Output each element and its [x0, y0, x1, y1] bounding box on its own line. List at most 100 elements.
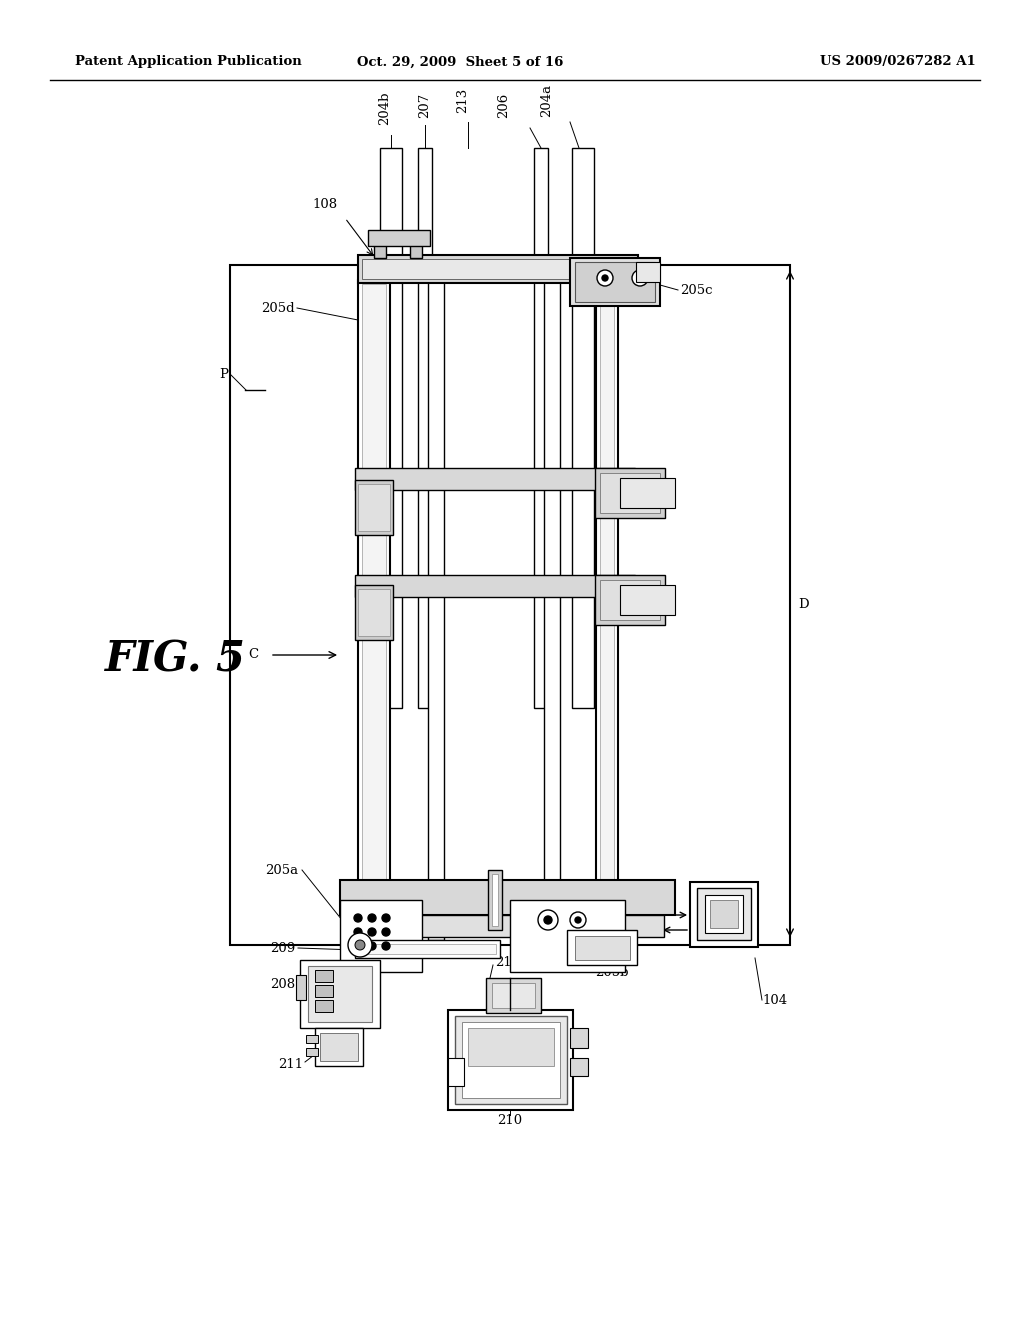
Bar — [534, 148, 548, 708]
Bar — [355, 469, 635, 490]
Text: E: E — [638, 906, 648, 919]
Bar — [340, 880, 675, 915]
Bar — [449, 1010, 573, 1110]
Bar — [600, 579, 660, 620]
Bar — [544, 280, 560, 940]
Bar — [380, 148, 402, 708]
Text: 204a: 204a — [541, 83, 554, 116]
Text: 204b: 204b — [379, 91, 391, 125]
Text: 209: 209 — [269, 941, 295, 954]
Bar — [368, 230, 430, 246]
Bar — [596, 280, 618, 940]
Bar — [358, 280, 390, 940]
Bar — [300, 960, 380, 1028]
Text: 205a: 205a — [265, 863, 298, 876]
Bar — [358, 589, 390, 636]
Text: 104: 104 — [762, 994, 787, 1006]
Bar — [510, 900, 625, 972]
Bar — [492, 983, 535, 1008]
Bar — [570, 257, 660, 306]
Circle shape — [382, 928, 390, 936]
Bar — [230, 265, 790, 945]
Text: Oct. 29, 2009  Sheet 5 of 16: Oct. 29, 2009 Sheet 5 of 16 — [356, 55, 563, 69]
Bar — [636, 261, 660, 282]
Bar — [572, 148, 594, 708]
Bar — [315, 985, 333, 997]
Bar — [428, 280, 444, 940]
Text: 208: 208 — [270, 978, 295, 991]
Bar — [358, 484, 390, 531]
Bar — [697, 888, 751, 940]
Circle shape — [538, 909, 558, 931]
Bar — [410, 240, 422, 257]
Text: 211: 211 — [278, 1059, 303, 1072]
Circle shape — [348, 933, 372, 957]
Circle shape — [637, 275, 643, 281]
Bar — [362, 284, 386, 936]
Bar — [355, 480, 393, 535]
Bar — [570, 1059, 588, 1076]
Bar — [449, 1059, 464, 1086]
Text: 205b: 205b — [595, 965, 629, 978]
Bar — [690, 882, 758, 946]
Bar — [418, 148, 432, 708]
Bar — [315, 1028, 362, 1067]
Circle shape — [544, 916, 552, 924]
Bar — [620, 585, 675, 615]
Bar — [306, 1035, 318, 1043]
Text: P: P — [219, 368, 228, 381]
Bar — [315, 1001, 333, 1012]
Circle shape — [602, 275, 608, 281]
Circle shape — [354, 928, 362, 936]
Bar — [570, 1028, 588, 1048]
Bar — [488, 870, 502, 931]
Circle shape — [355, 940, 365, 950]
Text: 210: 210 — [498, 1114, 522, 1126]
Bar — [486, 978, 541, 1012]
Bar — [355, 585, 393, 640]
Text: C: C — [248, 648, 258, 661]
Circle shape — [632, 271, 648, 286]
Bar — [359, 944, 496, 954]
Bar — [319, 1034, 358, 1061]
Bar — [600, 473, 660, 513]
Circle shape — [597, 271, 613, 286]
Bar — [315, 970, 333, 982]
Text: 206: 206 — [498, 92, 511, 117]
Bar — [340, 900, 422, 972]
Bar — [374, 240, 386, 257]
Circle shape — [575, 917, 581, 923]
Bar — [575, 936, 630, 960]
Bar — [355, 940, 500, 958]
Bar — [308, 966, 372, 1022]
Bar — [595, 576, 665, 624]
Circle shape — [354, 942, 362, 950]
Bar — [575, 152, 590, 704]
Bar — [384, 152, 398, 704]
Bar — [595, 469, 665, 517]
Bar — [358, 255, 638, 282]
Bar — [710, 900, 738, 928]
Text: Patent Application Publication: Patent Application Publication — [75, 55, 302, 69]
Circle shape — [368, 942, 376, 950]
Text: 205c: 205c — [680, 284, 713, 297]
Bar — [567, 931, 637, 965]
Circle shape — [368, 913, 376, 921]
Bar — [355, 576, 635, 597]
Text: US 2009/0267282 A1: US 2009/0267282 A1 — [820, 55, 976, 69]
Text: 212: 212 — [495, 956, 520, 969]
Text: 213: 213 — [457, 87, 469, 112]
Bar — [492, 874, 498, 927]
Bar — [620, 478, 675, 508]
Text: FIG. 5: FIG. 5 — [104, 639, 246, 681]
Circle shape — [570, 912, 586, 928]
Text: 207: 207 — [419, 92, 431, 117]
Circle shape — [382, 942, 390, 950]
Bar — [455, 1016, 567, 1104]
Text: D: D — [798, 598, 809, 611]
Bar — [462, 1022, 560, 1098]
Bar — [354, 915, 664, 937]
Bar — [362, 259, 634, 279]
Bar — [468, 1028, 554, 1067]
Bar — [306, 1048, 318, 1056]
